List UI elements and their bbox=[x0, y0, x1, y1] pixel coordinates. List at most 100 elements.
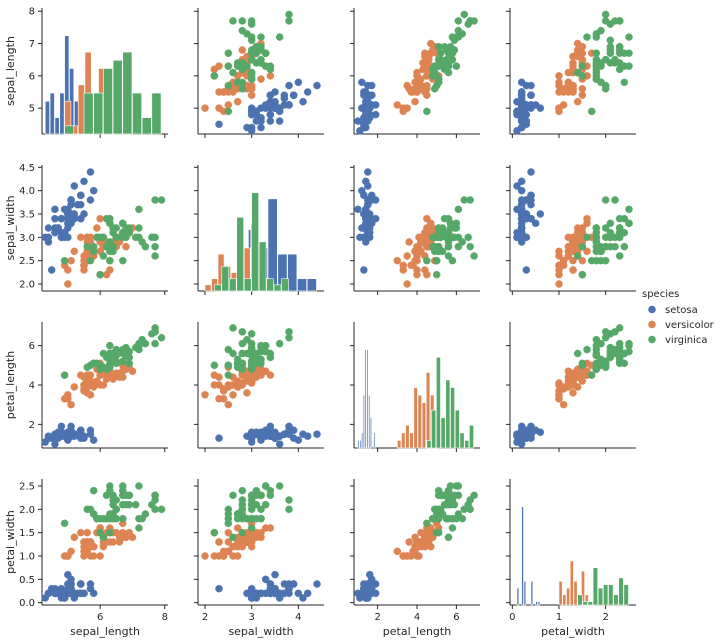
point-virginica bbox=[106, 242, 114, 251]
hist-bar-setosa bbox=[366, 349, 369, 449]
point-setosa bbox=[354, 205, 362, 214]
panel-petal_length-vs-sepal_length: 2 4 6 bbox=[29, 322, 168, 452]
point-virginica bbox=[606, 43, 615, 51]
point-setosa bbox=[365, 570, 374, 579]
point-virginica bbox=[151, 339, 159, 348]
point-versicolor bbox=[247, 91, 256, 99]
point-setosa bbox=[64, 570, 72, 579]
y-tick-label: 2.0 bbox=[19, 280, 35, 291]
point-virginica bbox=[247, 359, 256, 368]
hist-bar-versicolor bbox=[417, 394, 422, 449]
point-virginica bbox=[106, 256, 114, 265]
point-virginica bbox=[229, 349, 237, 358]
point-setosa bbox=[57, 584, 66, 593]
point-setosa bbox=[517, 432, 526, 440]
point-setosa bbox=[57, 233, 66, 242]
point-versicolor bbox=[413, 270, 421, 279]
point-versicolor bbox=[86, 391, 95, 399]
point-setosa bbox=[64, 432, 72, 440]
point-versicolor bbox=[229, 552, 237, 560]
point-setosa bbox=[271, 88, 279, 96]
point-virginica bbox=[266, 65, 275, 74]
point-virginica bbox=[434, 43, 443, 51]
point-setosa bbox=[367, 81, 376, 90]
point-virginica bbox=[238, 339, 247, 348]
point-virginica bbox=[261, 482, 270, 490]
panel-sepal_width-vs-sepal_width bbox=[194, 165, 324, 295]
hist-bar-virginica bbox=[103, 68, 113, 135]
point-versicolor bbox=[569, 256, 577, 265]
point-virginica bbox=[99, 533, 108, 542]
point-virginica bbox=[247, 55, 256, 64]
hist-bar-versicolor bbox=[558, 580, 563, 606]
point-virginica bbox=[573, 349, 582, 358]
point-versicolor bbox=[224, 400, 233, 409]
point-virginica bbox=[606, 228, 615, 237]
hist-bar-virginica bbox=[251, 192, 259, 292]
point-versicolor bbox=[229, 391, 237, 399]
point-setosa bbox=[517, 219, 526, 228]
point-setosa bbox=[364, 200, 372, 209]
point-virginica bbox=[157, 505, 166, 514]
point-setosa bbox=[371, 580, 380, 588]
point-versicolor bbox=[93, 224, 101, 232]
y-tick-label: 5 bbox=[29, 104, 35, 115]
hist-bar-virginica bbox=[608, 584, 614, 606]
point-versicolor bbox=[233, 97, 242, 106]
point-virginica bbox=[597, 247, 605, 256]
point-setosa bbox=[73, 589, 82, 598]
point-setosa bbox=[280, 94, 289, 103]
point-versicolor bbox=[115, 373, 124, 381]
point-virginica bbox=[151, 196, 159, 204]
point-virginica bbox=[266, 353, 275, 362]
point-virginica bbox=[247, 491, 256, 500]
point-setosa bbox=[51, 589, 59, 598]
point-virginica bbox=[625, 339, 633, 348]
point-virginica bbox=[454, 233, 463, 242]
x-tick-label: 8 bbox=[162, 612, 168, 623]
point-versicolor bbox=[80, 552, 88, 560]
point-versicolor bbox=[86, 379, 95, 387]
legend-title: species bbox=[642, 289, 679, 300]
point-versicolor bbox=[569, 379, 577, 387]
point-virginica bbox=[224, 62, 233, 70]
point-virginica bbox=[247, 339, 256, 348]
point-virginica bbox=[436, 505, 445, 514]
point-setosa bbox=[360, 88, 368, 96]
point-versicolor bbox=[407, 552, 415, 560]
point-versicolor bbox=[224, 101, 233, 109]
point-versicolor bbox=[102, 375, 111, 383]
hist-bar-setosa bbox=[535, 601, 538, 606]
point-virginica bbox=[238, 528, 247, 537]
point-setosa bbox=[294, 78, 303, 87]
point-versicolor bbox=[421, 52, 429, 61]
point-virginica bbox=[615, 233, 624, 242]
point-virginica bbox=[238, 17, 247, 25]
point-setosa bbox=[527, 422, 535, 431]
point-virginica bbox=[60, 519, 69, 528]
point-setosa bbox=[86, 196, 95, 204]
point-versicolor bbox=[224, 538, 233, 546]
point-versicolor bbox=[559, 400, 568, 409]
point-virginica bbox=[615, 214, 624, 223]
hist-bar-virginica bbox=[122, 51, 133, 135]
x-tick-label: 3 bbox=[248, 612, 254, 623]
point-setosa bbox=[57, 432, 66, 440]
point-virginica bbox=[135, 345, 143, 354]
point-setosa bbox=[271, 104, 279, 112]
point-virginica bbox=[238, 85, 247, 93]
hist-bar-setosa bbox=[357, 440, 360, 449]
hist-bar-virginica bbox=[151, 92, 162, 135]
point-setosa bbox=[522, 110, 531, 119]
point-setosa bbox=[299, 594, 307, 602]
x-tick-label: 4 bbox=[414, 612, 420, 623]
point-setosa bbox=[44, 589, 53, 598]
point-virginica bbox=[597, 62, 605, 70]
hist-bar-versicolor bbox=[204, 284, 212, 292]
point-versicolor bbox=[201, 391, 209, 399]
point-virginica bbox=[583, 233, 591, 242]
point-virginica bbox=[257, 505, 265, 514]
point-virginica bbox=[601, 55, 610, 64]
point-versicolor bbox=[266, 524, 275, 532]
